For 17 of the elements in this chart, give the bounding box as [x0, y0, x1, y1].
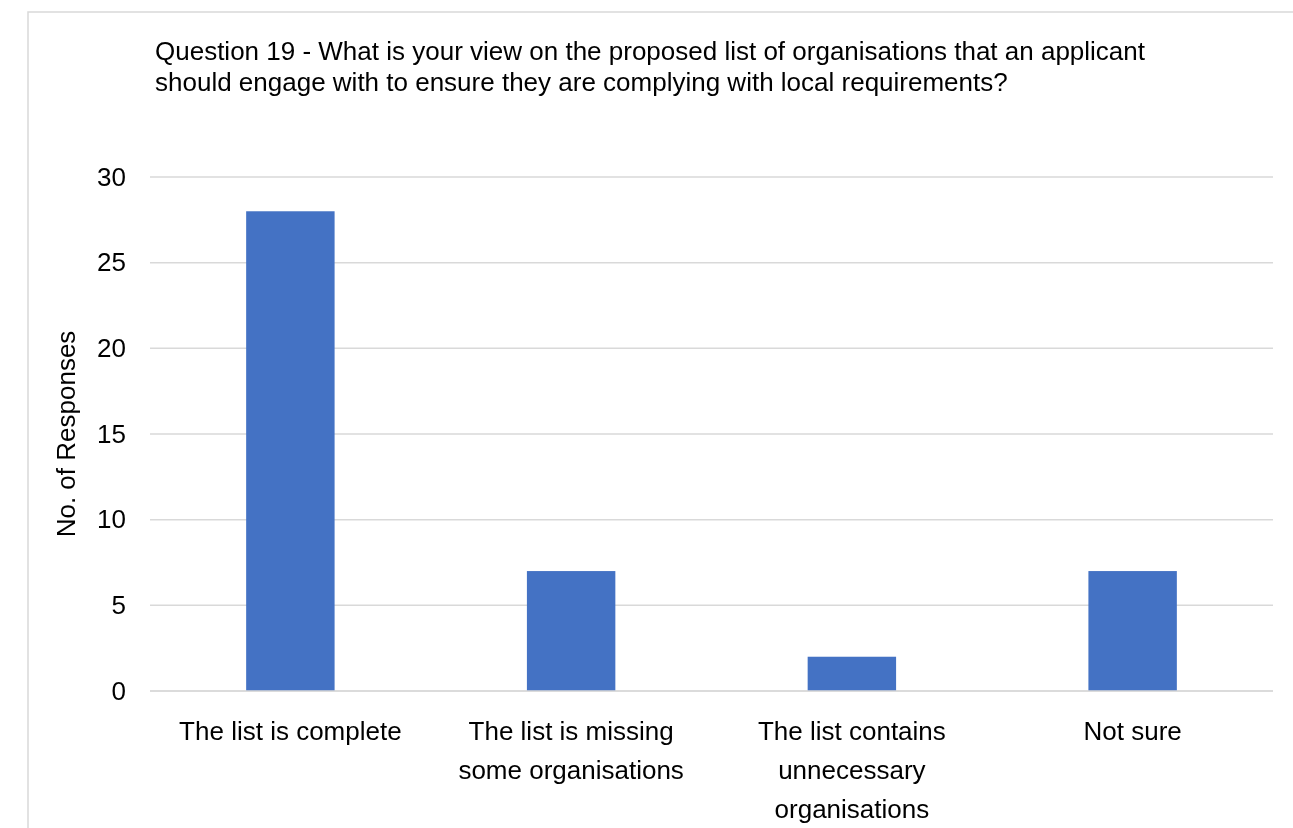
y-tick-label: 30 [97, 161, 126, 192]
x-tick-label: Not sure [1083, 716, 1182, 746]
bar [807, 656, 897, 691]
y-tick-label: 15 [97, 418, 126, 449]
x-tick-label: The list is missing some organisations [458, 716, 684, 785]
y-tick-label: 25 [97, 247, 126, 278]
x-tick-label: The list contains unnecessary organisations [757, 716, 946, 824]
y-tick-label: 0 [111, 675, 126, 706]
chart-title: Question 19 - What is your view on the proposed list of organisations that an applicant should engage with to ensure they are complying with local requirements? [155, 36, 1146, 98]
y-tick-label: 5 [111, 590, 126, 621]
y-axis-title: No. of Responses [51, 330, 81, 538]
x-tick-label: The list is complete [179, 716, 402, 746]
bar [526, 571, 616, 691]
y-tick-label: 20 [97, 333, 126, 364]
y-tick-label: 10 [97, 504, 126, 535]
bar [246, 211, 335, 691]
bar [1088, 571, 1177, 691]
